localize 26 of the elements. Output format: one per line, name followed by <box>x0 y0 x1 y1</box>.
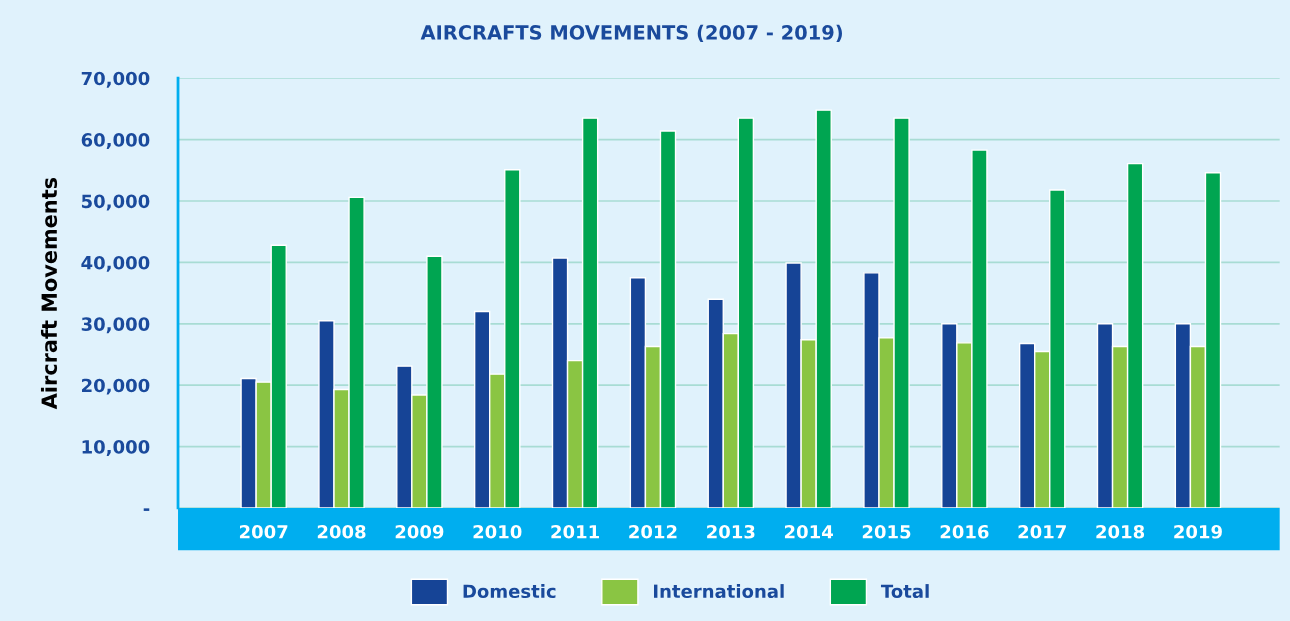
chart-title: AIRCRAFTS MOVEMENTS (2007 - 2019) <box>420 24 842 43</box>
x-tick-label: 2009 <box>395 524 444 539</box>
y-tick-label: 10,000 <box>82 440 150 457</box>
x-tick-label: 2010 <box>473 524 522 539</box>
x-tick-label: 2014 <box>784 524 833 539</box>
x-tick-label: 2012 <box>629 524 677 539</box>
x-tick-label: 2018 <box>1096 524 1145 539</box>
y-tick-label: 30,000 <box>81 317 150 334</box>
legend-label: Total <box>880 584 929 599</box>
y-tick-label: 60,000 <box>81 133 150 150</box>
x-tick-label: 2016 <box>940 524 989 539</box>
x-tick-label: 2015 <box>862 524 911 539</box>
x-tick-label: 2013 <box>707 524 755 539</box>
y-tick-label: 40,000 <box>81 255 150 272</box>
y-tick-label: 50,000 <box>81 194 150 211</box>
x-tick-label: 2017 <box>1018 524 1066 539</box>
x-tick-label: 2011 <box>551 524 599 539</box>
y-tick-label: 70,000 <box>81 71 150 88</box>
y-axis-title: Aircraft Movements <box>40 177 58 410</box>
y-tick-label: 20,000 <box>82 378 150 395</box>
x-tick-label: 2007 <box>239 524 288 539</box>
x-tick-label: 2019 <box>1174 524 1222 539</box>
legend-label: International <box>654 584 784 599</box>
y-tick-label: - <box>143 508 150 511</box>
legend-label: Domestic <box>463 584 556 599</box>
x-tick-label: 2008 <box>317 524 366 539</box>
